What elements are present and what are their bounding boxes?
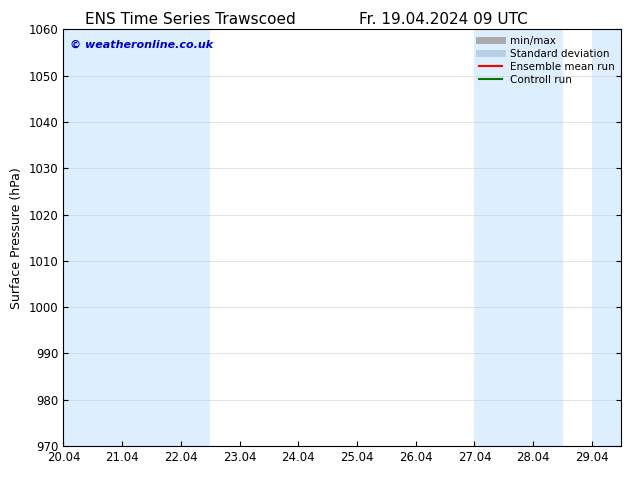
- Legend: min/max, Standard deviation, Ensemble mean run, Controll run: min/max, Standard deviation, Ensemble me…: [475, 31, 619, 89]
- Text: ENS Time Series Trawscoed: ENS Time Series Trawscoed: [85, 12, 295, 27]
- Text: Fr. 19.04.2024 09 UTC: Fr. 19.04.2024 09 UTC: [359, 12, 528, 27]
- Y-axis label: Surface Pressure (hPa): Surface Pressure (hPa): [10, 167, 23, 309]
- Bar: [122, 29, 210, 446]
- Bar: [504, 29, 562, 446]
- Text: © weatheronline.co.uk: © weatheronline.co.uk: [70, 40, 213, 50]
- Bar: [63, 29, 122, 446]
- Bar: [474, 29, 504, 446]
- Bar: [592, 29, 621, 446]
